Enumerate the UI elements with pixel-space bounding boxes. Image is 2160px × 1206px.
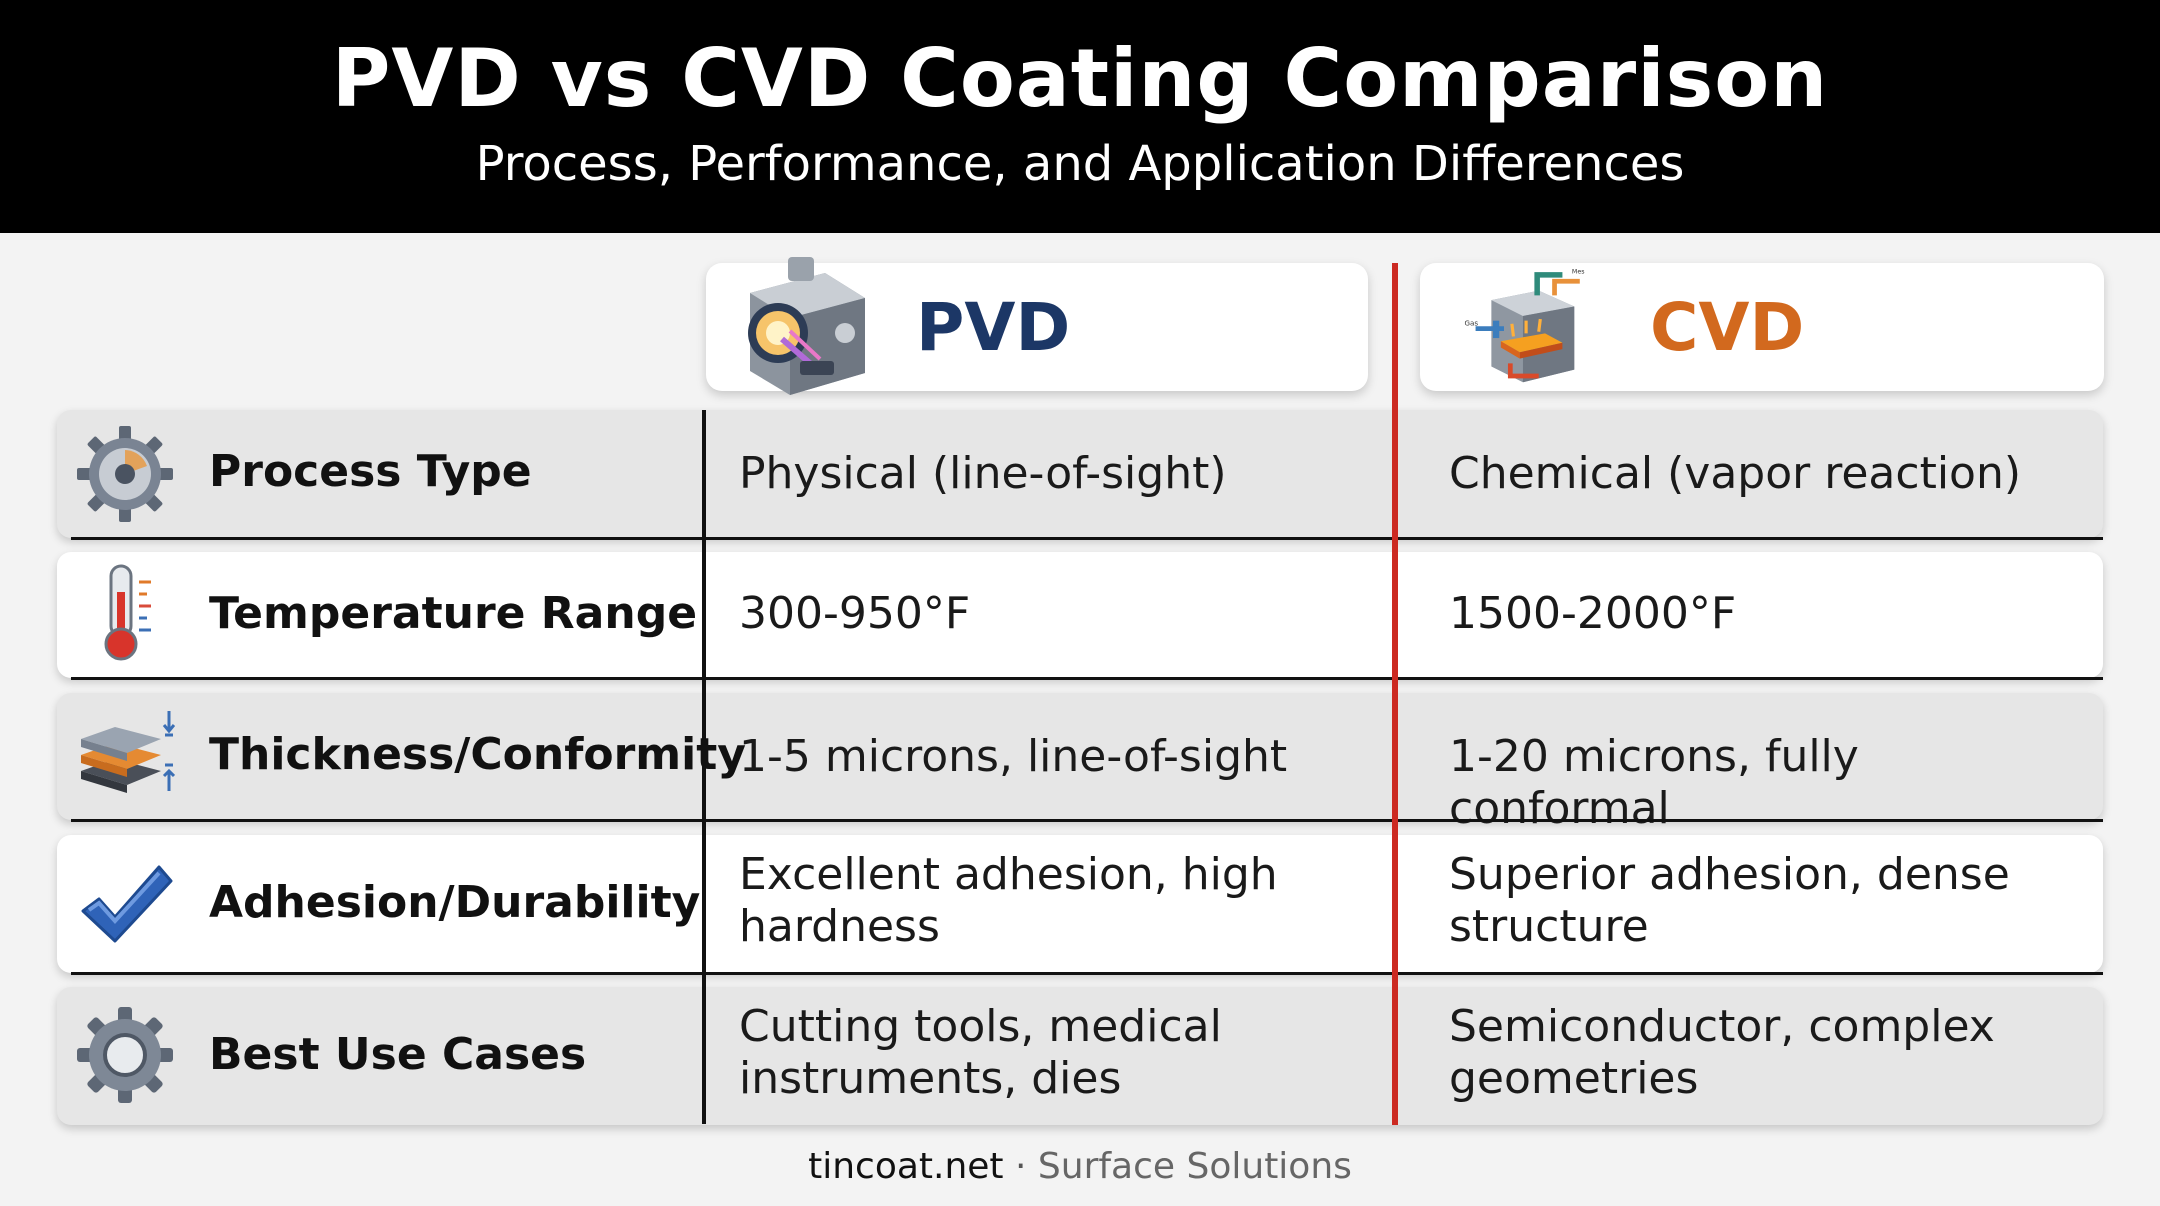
- row-label: Process Type: [209, 446, 532, 497]
- pvd-chamber-icon: [748, 257, 865, 395]
- label-column-divider: [702, 410, 706, 1124]
- row-best-use-cases: Best Use Cases Cutting tools, medical in…: [57, 987, 2103, 1125]
- cvd-cell: Superior adhesion, dense structure: [1449, 849, 2010, 952]
- cvd-cell: 1-20 microns, fully conformal: [1449, 731, 1859, 834]
- cvd-icon-gas-label: Gas: [1465, 318, 1479, 327]
- footer-separator: ·: [1015, 1146, 1027, 1187]
- gear-dial-icon: [77, 426, 173, 522]
- pvd-cvd-divider: [1392, 263, 1398, 1125]
- row-label: Temperature Range: [209, 588, 698, 639]
- cvd-reactor-icon: Gas Mes: [1465, 268, 1585, 383]
- row-label: Adhesion/Durability: [209, 877, 701, 928]
- pvd-cell: Physical (line-of-sight): [739, 448, 1227, 499]
- header-banner: PVD vs CVD Coating Comparison Process, P…: [0, 0, 2160, 233]
- pvd-cell: Excellent adhesion, high hardness: [739, 849, 1278, 952]
- row-process-type: Process Type Physical (line-of-sight) Ch…: [57, 410, 2103, 540]
- row-divider: [71, 819, 2103, 822]
- row-adhesion-durability: Adhesion/Durability Excellent adhesion, …: [57, 835, 2103, 975]
- pvd-cell: 1-5 microns, line-of-sight: [739, 731, 1288, 782]
- layers-icon: [81, 711, 175, 793]
- row-divider: [71, 677, 2103, 680]
- pvd-cell: 300-950°F: [739, 588, 971, 639]
- row-label: Thickness/Conformity: [209, 729, 746, 780]
- gear-icon: [77, 1007, 173, 1103]
- row-divider: [71, 972, 2103, 975]
- row-label: Best Use Cases: [209, 1029, 587, 1080]
- cvd-column-header: Gas Mes CVD: [1420, 263, 2104, 391]
- pvd-cell: Cutting tools, medical instruments, dies: [739, 1001, 1222, 1104]
- page-subtitle: Process, Performance, and Application Di…: [475, 136, 1685, 192]
- page-title: PVD vs CVD Coating Comparison: [331, 32, 1829, 125]
- pvd-column-label: PVD: [916, 289, 1071, 366]
- row-thickness-conformity: Thickness/Conformity 1-5 microns, line-o…: [57, 693, 2103, 834]
- footer: tincoat.net · Surface Solutions: [0, 1146, 2160, 1187]
- checkmark-icon: [81, 865, 173, 943]
- footer-brand: tincoat.net: [808, 1146, 1004, 1187]
- cvd-column-label: CVD: [1650, 289, 1805, 366]
- row-divider: [71, 537, 2103, 540]
- cvd-cell: 1500-2000°F: [1449, 588, 1737, 639]
- footer-tagline: Surface Solutions: [1037, 1146, 1352, 1187]
- thermometer-icon: [104, 564, 151, 661]
- cvd-icon-mes-label: Mes: [1572, 268, 1585, 275]
- row-temperature-range: Temperature Range 300-950°F 1500-2000°F: [57, 552, 2103, 680]
- cvd-cell: Semiconductor, complex geometries: [1449, 1001, 1995, 1104]
- pvd-column-header: PVD: [706, 257, 1368, 395]
- cvd-cell: Chemical (vapor reaction): [1449, 448, 2022, 499]
